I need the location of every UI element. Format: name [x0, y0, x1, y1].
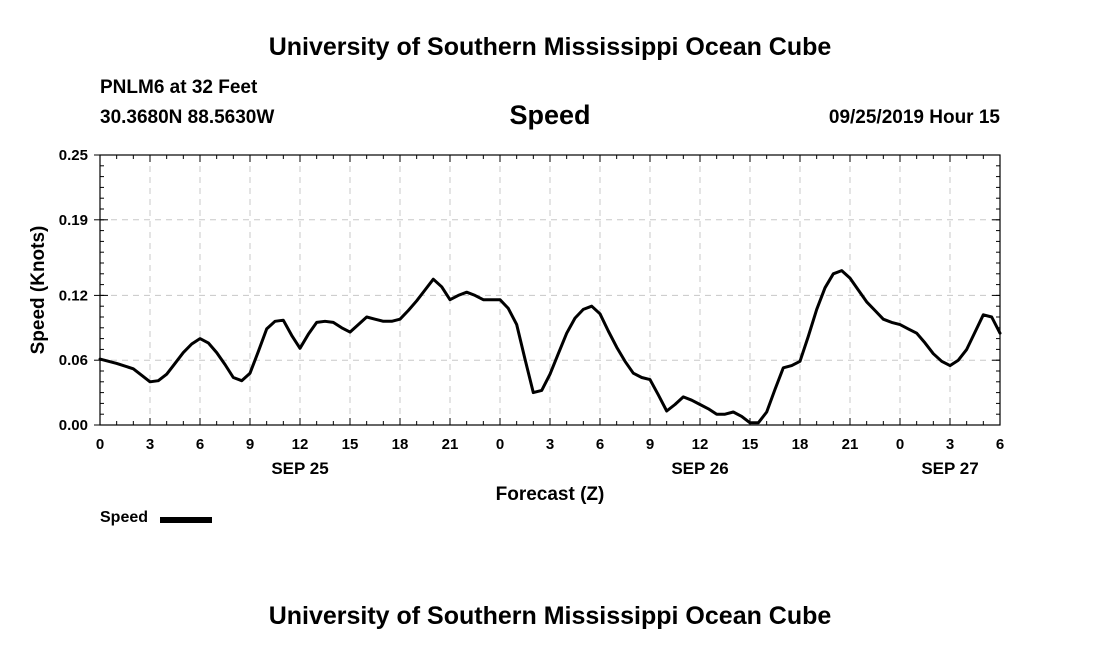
x-tick-label: 12 [292, 436, 309, 453]
x-tick-label: 3 [146, 436, 154, 453]
legend-swatch [160, 517, 212, 523]
plot-frame [99, 154, 1001, 426]
x-tick-label: 21 [442, 436, 459, 453]
x-tick-label: 15 [742, 436, 759, 453]
x-tick-label: 21 [842, 436, 859, 453]
x-tick-label: 15 [342, 436, 359, 453]
x-tick-label: 18 [392, 436, 409, 453]
x-tick-label: 6 [196, 436, 204, 453]
y-tick-label: 0.19 [59, 212, 88, 229]
y-tick-label: 0.25 [59, 147, 88, 164]
y-tick-label: 0.06 [59, 352, 88, 369]
footer-title: University of Southern Mississippi Ocean… [268, 602, 832, 630]
x-tick-label: 9 [246, 436, 254, 453]
date-label: SEP 26 [671, 459, 728, 478]
timestamp-label: 09/25/2019 Hour 15 [828, 107, 1000, 128]
variable-title: Speed [509, 100, 591, 130]
x-tick-label: 6 [596, 436, 604, 453]
x-tick-label: 18 [792, 436, 809, 453]
x-tick-label: 0 [496, 436, 504, 453]
date-label: SEP 25 [271, 459, 328, 478]
x-tick-label: 0 [896, 436, 904, 453]
x-tick-label: 6 [996, 436, 1004, 453]
x-tick-label: 12 [692, 436, 709, 453]
x-tick-label: 3 [946, 436, 954, 453]
location-label: 30.3680N 88.5630W [100, 107, 275, 128]
station-label: PNLM6 at 32 Feet [100, 77, 258, 98]
x-tick-label: 0 [96, 436, 104, 453]
x-axis-label: Forecast (Z) [496, 484, 605, 505]
y-axis-label: Speed (Knots) [28, 226, 49, 355]
date-label: SEP 27 [921, 459, 978, 478]
chart-title: University of Southern Mississippi Ocean… [268, 33, 832, 61]
x-tick-label: 3 [546, 436, 554, 453]
legend-label: Speed [100, 509, 149, 526]
y-tick-label: 0.12 [59, 287, 88, 304]
y-tick-label: 0.00 [59, 417, 88, 434]
x-tick-label: 9 [646, 436, 654, 453]
series-line-speed [98, 269, 1002, 425]
